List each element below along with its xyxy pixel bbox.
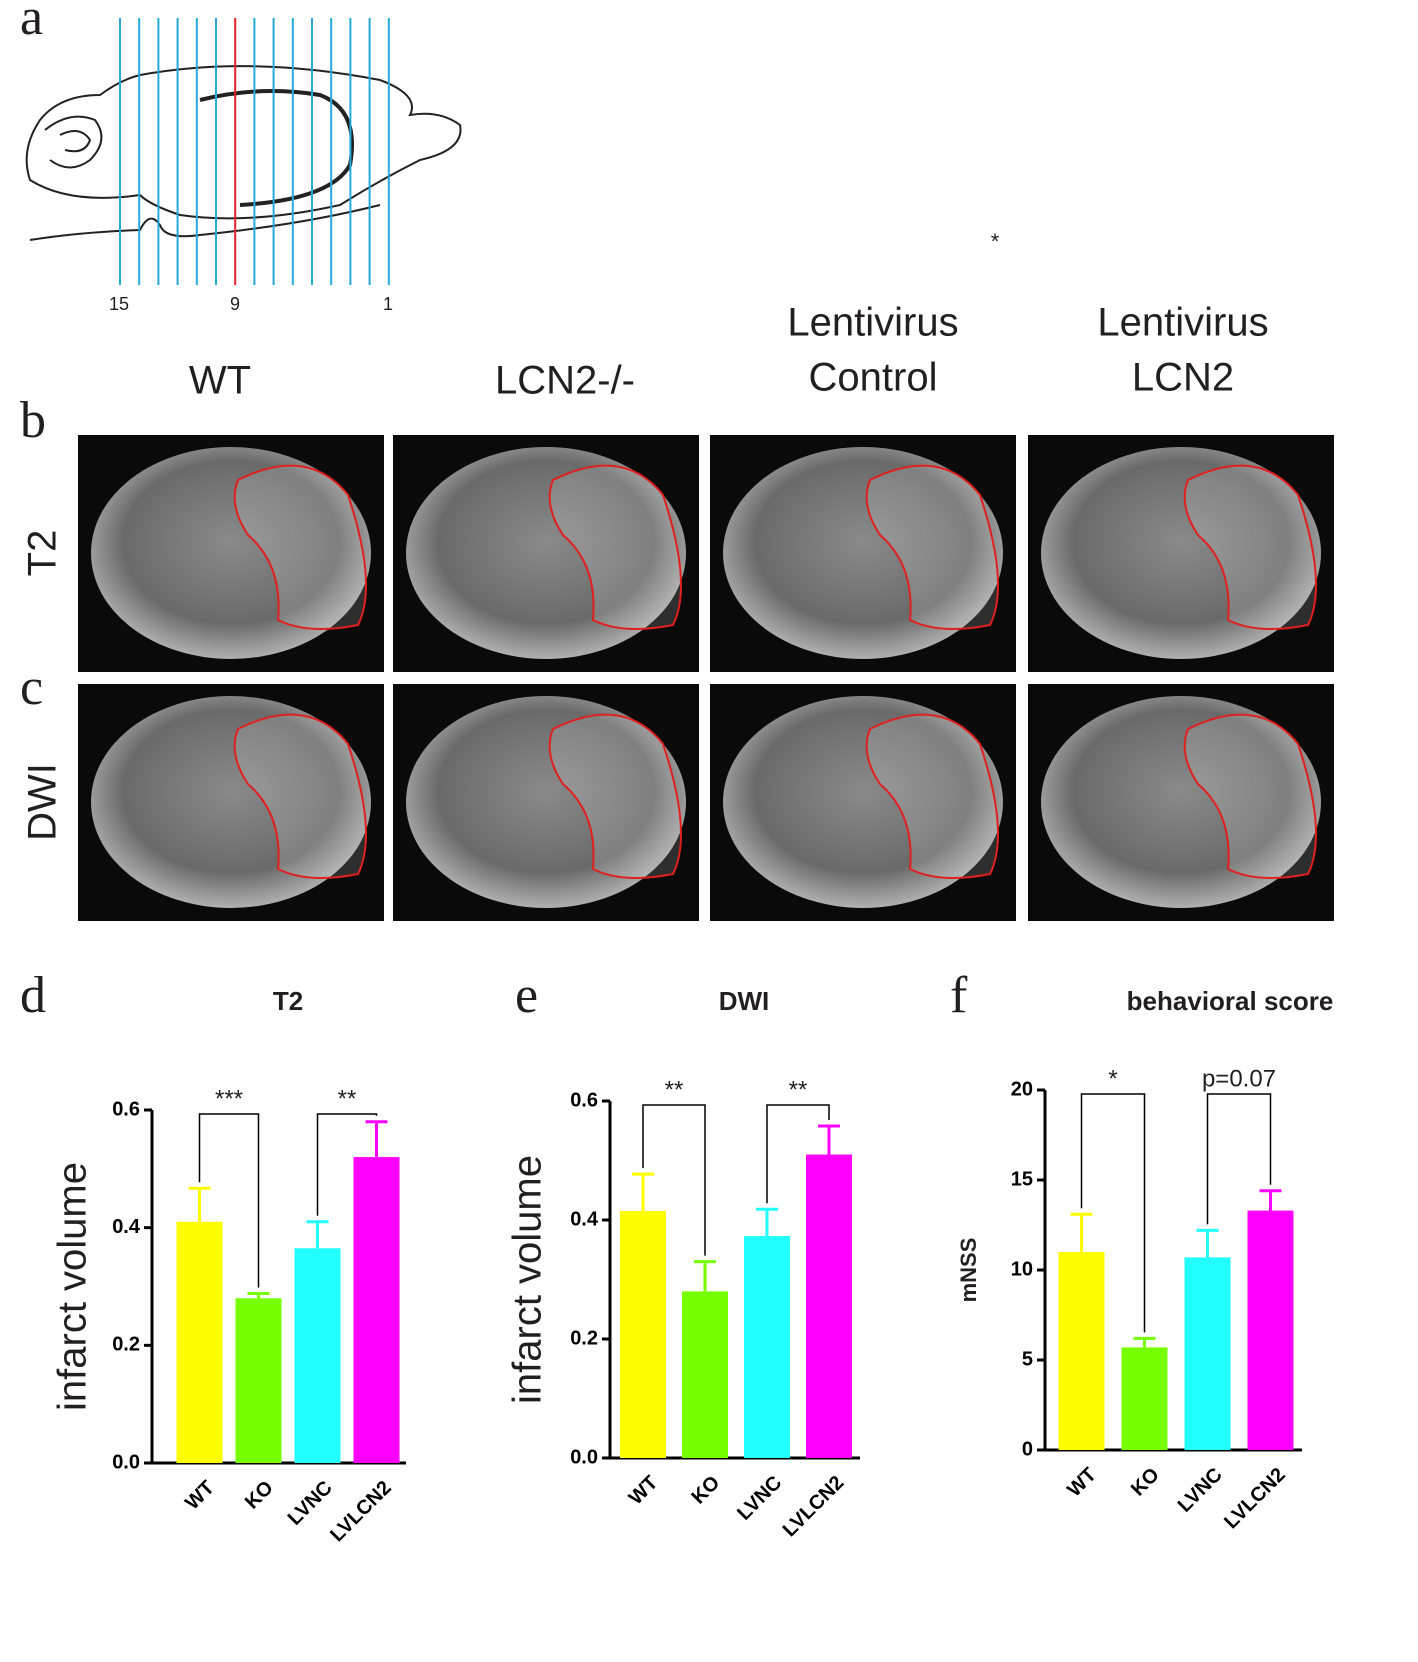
y-tick-label: 0.2 [112,1334,140,1356]
x-tick-label: LVNC [284,1477,337,1530]
bar [1121,1347,1168,1450]
panel-label: c [20,659,43,716]
significance-bracket [1080,1093,1146,1333]
bar [1058,1252,1105,1450]
significance-label: p=0.07 [1202,1065,1276,1092]
infarct-outline [1183,464,1317,630]
significance-bracket [766,1104,830,1204]
bar [353,1157,400,1463]
panel-label: a [20,0,43,46]
y-tick-label: 0.4 [570,1208,599,1230]
section-label: 15 [109,294,129,314]
y-tick-label: 0.4 [112,1216,141,1238]
column-header: Control [809,356,938,400]
panel-label: f [950,967,968,1024]
section-label: 1 [383,294,393,314]
bar [294,1248,341,1463]
brain-slice [406,447,686,659]
y-tick-label: 0.0 [112,1451,140,1473]
x-tick-label: LVLCN2 [326,1477,396,1547]
infarct-outline [233,464,367,630]
significance-label: ** [338,1085,357,1112]
y-tick-label: 0.0 [570,1446,598,1468]
significance-label: *** [215,1085,243,1112]
column-header: WT [189,359,251,403]
significance-bracket [316,1113,378,1216]
brain-slice [723,696,1003,908]
y-axis-label: mNSS [956,1238,981,1303]
brain-slice [406,696,686,908]
bar [806,1154,852,1458]
panel-label: d [20,967,46,1024]
brain-slice [723,447,1003,659]
brain-slice [1041,696,1321,908]
brain-slice [91,696,371,908]
chart-title: T2 [273,986,303,1016]
y-axis-label: infarct volume [51,1162,95,1411]
x-tick-label: WT [1063,1464,1101,1502]
y-tick-label: 0.2 [570,1327,598,1349]
brain-sketch [25,65,462,241]
x-tick-label: WT [181,1477,219,1515]
panel-label: b [20,392,46,449]
significance-bracket [642,1104,706,1256]
significance-label: * [1108,1065,1117,1092]
bar [620,1211,666,1458]
x-tick-label: KO [241,1477,278,1514]
infarct-outline [233,713,367,879]
x-tick-label: LVLCN2 [779,1472,849,1542]
column-header: Lentivirus [787,301,958,345]
y-tick-label: 0.6 [570,1089,598,1111]
y-tick-label: 0 [1022,1438,1033,1460]
bar [1184,1257,1231,1450]
y-tick-label: 5 [1022,1348,1033,1370]
infarct-outline [865,464,999,630]
panel-label: e [515,967,538,1024]
significance-label: ** [789,1076,808,1103]
significance-label: ** [665,1076,684,1103]
x-tick-label: KO [688,1472,725,1509]
column-header: LCN2-/- [495,359,635,403]
bar [682,1291,728,1458]
column-header: LCN2 [1132,356,1234,400]
y-tick-label: 20 [1011,1078,1033,1100]
infarct-outline [865,713,999,879]
x-tick-label: LVNC [1174,1464,1227,1517]
stray-mark: * [991,229,1000,254]
bar [176,1221,223,1463]
bar [1247,1210,1294,1450]
y-axis-label: infarct volume [506,1155,550,1404]
row-header: T2 [21,530,65,577]
column-header: Lentivirus [1097,301,1268,345]
x-tick-label: KO [1127,1464,1164,1501]
row-header: DWI [21,763,65,841]
x-tick-label: LVNC [733,1472,786,1525]
y-tick-label: 15 [1011,1168,1033,1190]
significance-bracket [1206,1093,1272,1225]
brain-slice [1041,447,1321,659]
y-tick-label: 10 [1011,1258,1033,1280]
brain-slice [91,447,371,659]
significance-bracket [198,1113,260,1288]
bar [235,1298,282,1463]
chart-title: behavioral score [1127,986,1334,1016]
section-label: 9 [230,294,240,314]
bar [744,1236,790,1458]
x-tick-label: WT [625,1472,663,1510]
x-tick-label: LVLCN2 [1220,1464,1290,1534]
infarct-outline [548,464,682,630]
infarct-outline [548,713,682,879]
y-tick-label: 0.6 [112,1098,140,1120]
chart-title: DWI [719,986,770,1016]
mri-panels [78,435,1334,921]
infarct-outline [1183,713,1317,879]
